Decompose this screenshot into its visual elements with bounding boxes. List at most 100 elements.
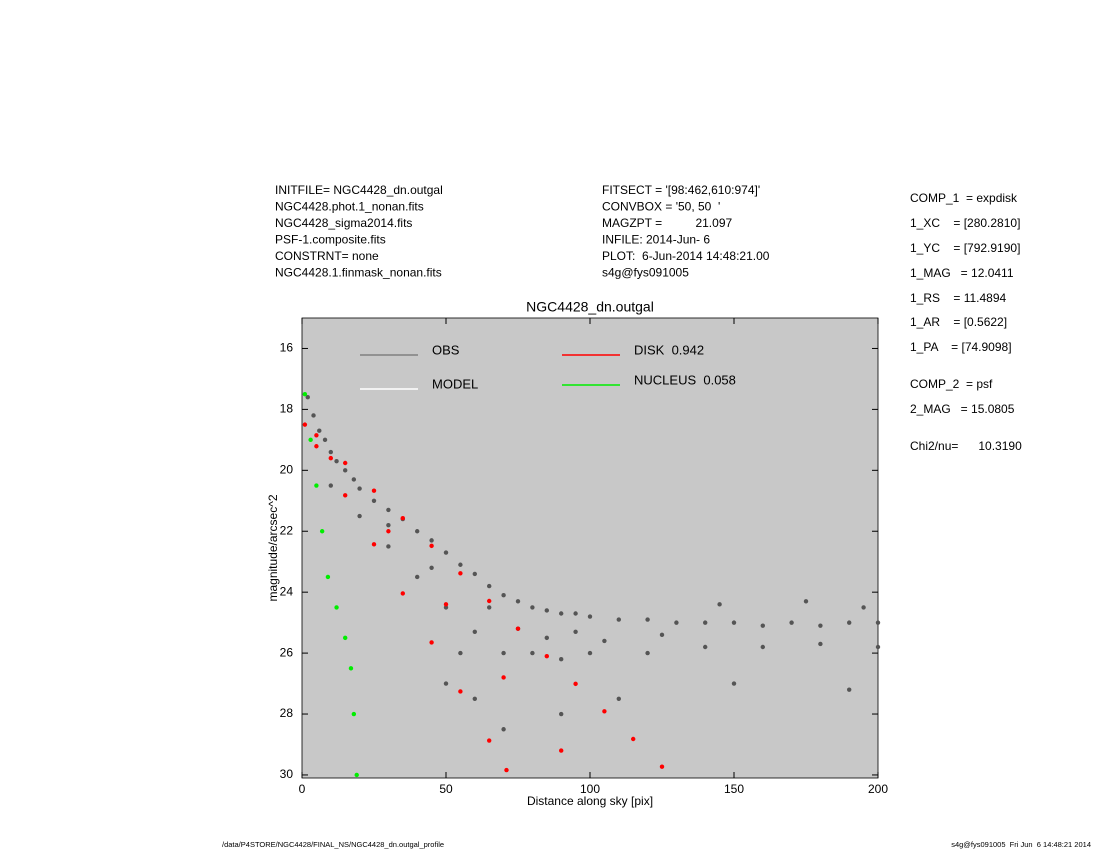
fit-parameter: 1_XC = [280.2810]	[910, 216, 1020, 230]
data-point	[645, 617, 650, 622]
data-point	[302, 391, 308, 397]
data-point	[443, 681, 449, 686]
data-point	[328, 483, 333, 488]
header-line: INFILE: 2014-Jun- 6	[602, 233, 710, 247]
y-tick-label: 30	[280, 767, 294, 781]
data-point	[371, 488, 377, 493]
footer-stamp: s4g@fys091005 Fri Jun 6 14:48:21 2014	[951, 840, 1091, 849]
data-point	[559, 711, 564, 717]
data-point	[334, 458, 339, 464]
legend-label: DISK 0.942	[634, 342, 704, 357]
data-point	[322, 437, 328, 443]
data-point	[544, 653, 549, 659]
y-tick-label: 16	[280, 341, 294, 355]
data-point	[308, 437, 313, 443]
x-tick-label: 150	[724, 782, 744, 796]
data-point	[357, 513, 362, 519]
y-tick-label: 22	[280, 523, 294, 537]
plot-area	[301, 317, 879, 779]
y-tick-label: 26	[280, 645, 294, 659]
data-point	[573, 611, 578, 616]
data-point	[731, 681, 737, 686]
data-point	[760, 623, 765, 628]
y-tick-label: 24	[280, 584, 294, 598]
data-point	[415, 574, 420, 580]
data-point	[314, 483, 319, 488]
data-point	[861, 605, 866, 610]
data-point	[458, 689, 463, 694]
data-point	[587, 650, 593, 656]
data-point	[458, 562, 463, 567]
data-point	[530, 605, 535, 610]
data-point	[314, 444, 319, 449]
header-line: NGC4428.1.finmask_nonan.fits	[275, 266, 442, 280]
data-point	[302, 422, 308, 427]
y-tick-label: 28	[280, 706, 294, 720]
data-point	[703, 620, 708, 625]
fit-parameter: 2_MAG = 15.0805	[910, 402, 1015, 416]
data-point	[386, 507, 391, 513]
data-point	[631, 736, 636, 742]
data-point	[458, 650, 463, 656]
data-point	[559, 656, 564, 662]
data-point	[573, 629, 578, 634]
x-tick-label: 50	[439, 782, 453, 796]
header-line: MAGZPT = 21.097	[602, 216, 732, 230]
data-point	[789, 620, 794, 625]
data-point	[530, 650, 535, 656]
x-tick-label: 0	[299, 782, 306, 796]
data-point	[559, 748, 564, 753]
data-point	[348, 666, 354, 671]
fit-parameter: COMP_1 = expdisk	[910, 191, 1018, 205]
header-line: NGC4428_sigma2014.fits	[275, 216, 412, 230]
data-point	[818, 641, 823, 647]
data-point	[501, 727, 506, 732]
header-line: NGC4428.phot.1_nonan.fits	[275, 200, 424, 214]
header-line: INITFILE= NGC4428_dn.outgal	[275, 183, 443, 197]
data-point	[703, 644, 708, 650]
fit-parameter: 1_PA = [74.9098]	[910, 340, 1012, 354]
data-point	[371, 542, 377, 547]
header-line: FITSECT = '[98:462,610:974]'	[602, 183, 760, 197]
data-point	[343, 468, 348, 473]
fit-parameter: 1_MAG = 12.0411	[910, 266, 1014, 280]
legend-label: NUCLEUS 0.058	[634, 372, 736, 387]
header-line: s4g@fys091005	[602, 266, 689, 280]
header-line: CONVBOX = '50, 50 '	[602, 200, 720, 214]
data-point	[334, 605, 339, 610]
data-point	[847, 620, 852, 625]
data-point	[472, 696, 477, 701]
fit-parameter: 1_AR = [0.5622]	[910, 315, 1007, 329]
data-point	[504, 767, 509, 773]
data-point	[501, 593, 506, 598]
data-point	[429, 538, 434, 543]
x-tick-label: 200	[868, 782, 888, 796]
data-point	[443, 550, 449, 555]
fit-parameter: 1_YC = [792.9190]	[910, 241, 1020, 255]
data-point	[645, 650, 650, 656]
data-point	[760, 644, 765, 650]
data-point	[544, 635, 549, 641]
data-point	[314, 433, 319, 438]
data-point	[616, 696, 621, 701]
data-point	[515, 599, 521, 604]
data-point	[602, 638, 607, 644]
data-point	[875, 644, 881, 650]
data-point	[602, 709, 607, 714]
data-point	[573, 681, 578, 687]
data-point	[487, 738, 492, 743]
data-point	[371, 498, 377, 503]
data-point	[659, 764, 665, 769]
data-point	[354, 772, 359, 778]
data-point	[472, 629, 477, 634]
data-point	[487, 583, 492, 589]
data-point	[351, 711, 357, 717]
data-point	[443, 602, 449, 607]
data-point	[386, 544, 391, 549]
data-point	[501, 650, 506, 656]
data-point	[659, 632, 665, 638]
footer-path: /data/P4STORE/NGC4428/FINAL_NS/NGC4428_d…	[222, 840, 444, 849]
data-point	[458, 571, 463, 576]
data-point	[317, 428, 322, 433]
y-tick-label: 20	[280, 462, 294, 476]
